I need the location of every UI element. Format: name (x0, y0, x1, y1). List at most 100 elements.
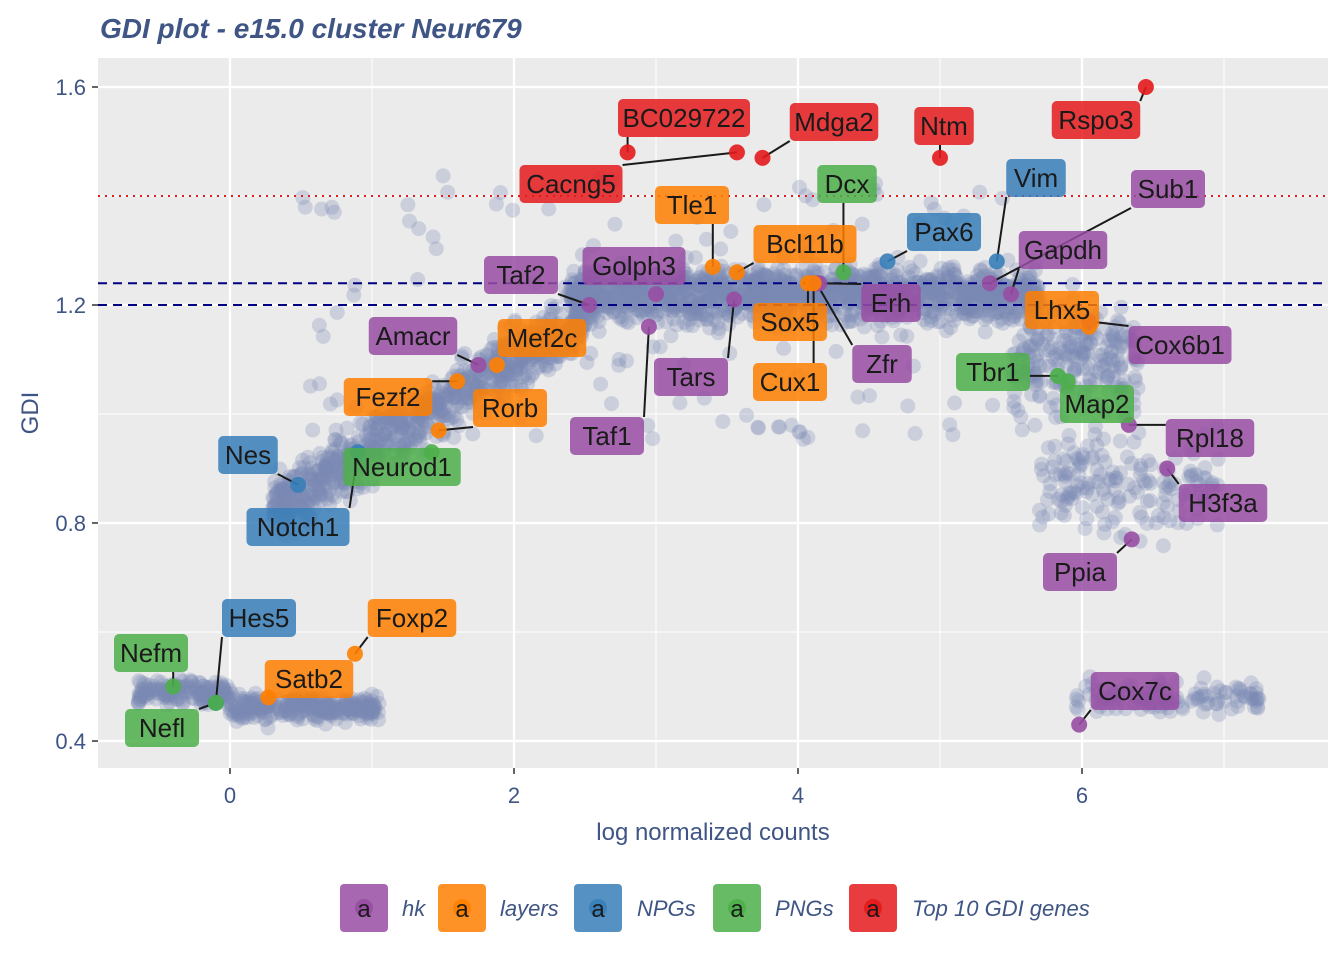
gene-point (138, 683, 153, 699)
gene-point (275, 707, 291, 723)
gene-point (331, 700, 347, 716)
gene-point (302, 492, 317, 508)
legend-label: PNGs (775, 896, 834, 921)
gene-point (1143, 457, 1159, 473)
gene-point (343, 695, 359, 711)
gene-point (440, 411, 456, 427)
gene-point (679, 317, 695, 333)
gene-point (541, 362, 557, 378)
gene-point (135, 682, 151, 697)
y-tick-label: 1.2 (55, 293, 86, 318)
legend-label: hk (402, 896, 426, 921)
gene-point (301, 699, 317, 715)
gene-label-text: Cacng5 (526, 169, 616, 199)
highlight-point (1123, 531, 1140, 548)
gene-point (361, 697, 377, 713)
gene-point (244, 705, 260, 721)
gene-point (184, 674, 200, 690)
gene-label-text: Tars (666, 362, 715, 392)
gene-point (131, 685, 147, 701)
legend-label: layers (500, 896, 559, 921)
gene-point (393, 420, 409, 436)
gene-point (323, 705, 339, 721)
gene-point (274, 478, 290, 493)
gene-point (283, 704, 298, 720)
gene-label-text: Sox5 (760, 307, 819, 337)
gene-point (425, 229, 441, 245)
gene-point (231, 707, 247, 723)
gene-point (301, 466, 317, 482)
gene-point (313, 703, 329, 719)
legend-label: Top 10 GDI genes (912, 896, 1090, 921)
y-tick-label: 0.4 (55, 729, 86, 754)
gene-point (232, 709, 248, 725)
gene-point (193, 692, 209, 708)
gene-point (339, 697, 355, 713)
gene-point (381, 433, 397, 449)
gene-label-box: Cox7c (1090, 672, 1180, 710)
gene-point (281, 707, 297, 723)
gene-point (273, 705, 289, 721)
gene-point (199, 680, 215, 696)
gene-point (337, 715, 353, 730)
gene-label-box: Satb2 (264, 660, 354, 698)
gene-point (169, 691, 185, 707)
gene-point (289, 712, 305, 728)
gene-point (371, 712, 387, 728)
gene-point (479, 346, 495, 362)
gene-point (466, 374, 482, 390)
gene-label-text: Nefl (139, 713, 185, 743)
gene-point (319, 697, 335, 712)
gene-point (307, 463, 323, 479)
gene-point (237, 691, 253, 707)
legend-key-glyph: a (357, 896, 371, 923)
gene-point (175, 695, 191, 711)
gene-point (152, 681, 168, 697)
gene-point (1091, 347, 1107, 363)
gene-point (290, 697, 306, 713)
gene-point (318, 716, 334, 732)
gene-point (435, 168, 451, 184)
gene-label-text: Sub1 (1138, 174, 1199, 204)
gene-label-text: Taf1 (582, 421, 631, 451)
gene-point (309, 709, 325, 724)
gene-point (239, 699, 255, 715)
gene-label-text: H3f3a (1188, 488, 1258, 518)
gene-point (433, 385, 449, 401)
gene-point (219, 685, 234, 701)
gene-point (387, 429, 403, 445)
gene-point (173, 692, 189, 708)
gene-point (273, 703, 289, 718)
gene-point (267, 480, 283, 496)
gene-point (202, 683, 218, 699)
gene-point (1028, 377, 1044, 393)
gene-point (1089, 462, 1105, 478)
gene-label-text: BC029722 (623, 103, 746, 133)
gene-point (309, 490, 325, 505)
highlight-point (728, 264, 745, 281)
gene-point (316, 476, 332, 492)
gene-point (311, 709, 326, 725)
gene-label-text: Pax6 (914, 217, 973, 247)
gene-point (153, 674, 169, 690)
gene-point (430, 393, 446, 409)
gene-point (312, 700, 328, 716)
gene-label-text: Dcx (825, 169, 870, 199)
gene-point (175, 695, 191, 711)
gene-point (292, 698, 308, 714)
gene-point (222, 682, 238, 698)
gene-point (1033, 461, 1049, 477)
x-tick-label: 6 (1076, 783, 1088, 808)
gene-point (221, 694, 237, 710)
gene-point (400, 197, 416, 213)
gene-label-box: Nes (218, 436, 278, 474)
gene-point (286, 697, 302, 713)
gene-point (548, 298, 564, 314)
gene-point (569, 307, 585, 323)
gene-point (245, 704, 261, 720)
gene-point (243, 701, 259, 717)
gene-point (268, 487, 284, 503)
gene-point (284, 694, 300, 710)
gene-point (792, 179, 807, 195)
gene-point (339, 706, 355, 722)
